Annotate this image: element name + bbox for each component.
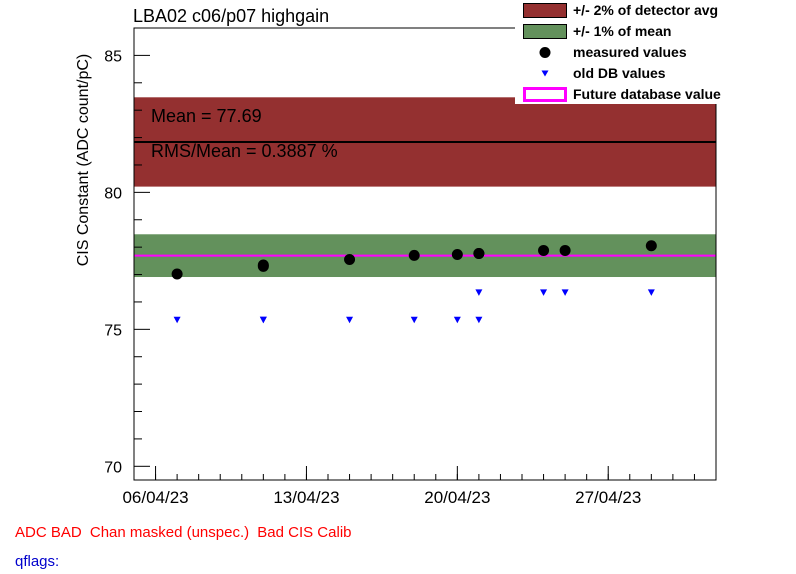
flags-line: ADC BAD Chan masked (unspec.) Bad CIS Ca… — [15, 524, 356, 541]
legend-swatch-future — [523, 87, 567, 102]
legend-item-2pct: +/- 2% of detector avg — [515, 1, 745, 21]
measured-point — [559, 244, 571, 256]
old-db-point — [647, 289, 655, 296]
x-tick-label: 06/04/23 — [122, 488, 188, 507]
y-tick-label: 70 — [104, 459, 122, 476]
legend-marker-olddb — [541, 70, 549, 77]
legend-item-future: Future database value — [515, 85, 745, 105]
legend-label-2pct: +/- 2% of detector avg — [573, 2, 719, 18]
old-db-point — [259, 316, 267, 324]
old-db-point — [475, 289, 483, 296]
legend-item-olddb: old DB values — [515, 64, 745, 84]
plot-frame — [133, 27, 717, 481]
old-db-point — [453, 316, 461, 324]
flag-bad-cis-calib: Bad CIS Calib — [257, 524, 352, 541]
legend-swatch-2pct — [523, 3, 567, 18]
legend: +/- 2% of detector avg +/- 1% of mean me… — [515, 0, 745, 104]
rms-label: RMS/Mean = 0.3887 % — [151, 141, 338, 161]
legend-marker-measured — [539, 47, 551, 58]
axes-layer: 70 75 80 85 06/04/23 13/04/23 20/04/23 27/04/23 — [104, 27, 717, 507]
measured-point — [344, 253, 356, 265]
points-layer — [171, 240, 657, 324]
measured-point — [451, 249, 463, 261]
lines-layer — [134, 140, 716, 257]
qflags-label: qflags: — [15, 553, 60, 570]
y-tick-label: 75 — [104, 322, 122, 339]
measured-point — [171, 268, 183, 280]
measured-point — [408, 249, 420, 261]
legend-item-1pct: +/- 1% of mean — [515, 22, 745, 42]
x-tick-label: 13/04/23 — [273, 488, 339, 507]
y-axis-label: CIS Constant (ADC count/pC) — [75, 54, 92, 267]
old-db-point — [346, 316, 354, 324]
old-db-point — [410, 316, 418, 324]
legend-label-measured: measured values — [573, 44, 687, 60]
chart-title: LBA02 c06/p07 highgain — [133, 6, 330, 26]
measured-point — [257, 259, 269, 271]
flag-chan-masked: Chan masked (unspec.) — [89, 524, 250, 541]
old-db-point — [561, 289, 569, 296]
old-db-point — [540, 289, 548, 296]
old-db-point — [173, 316, 181, 324]
legend-label-olddb: old DB values — [573, 65, 666, 81]
x-tick-label: 20/04/23 — [424, 488, 490, 507]
flag-adc-bad: ADC BAD — [15, 524, 82, 541]
y-tick-label: 80 — [104, 185, 122, 202]
legend-label-future: Future database value — [573, 86, 721, 102]
measured-point — [473, 247, 485, 259]
measured-point — [538, 244, 550, 256]
legend-swatch-1pct — [523, 24, 567, 39]
measured-point — [645, 240, 657, 252]
legend-label-1pct: +/- 1% of mean — [573, 23, 672, 39]
legend-item-measured: measured values — [515, 43, 745, 63]
x-tick-label: 27/04/23 — [575, 488, 641, 507]
mean-label: Mean = 77.69 — [151, 106, 262, 126]
y-tick-label: 85 — [104, 48, 122, 65]
old-db-point — [475, 316, 483, 324]
